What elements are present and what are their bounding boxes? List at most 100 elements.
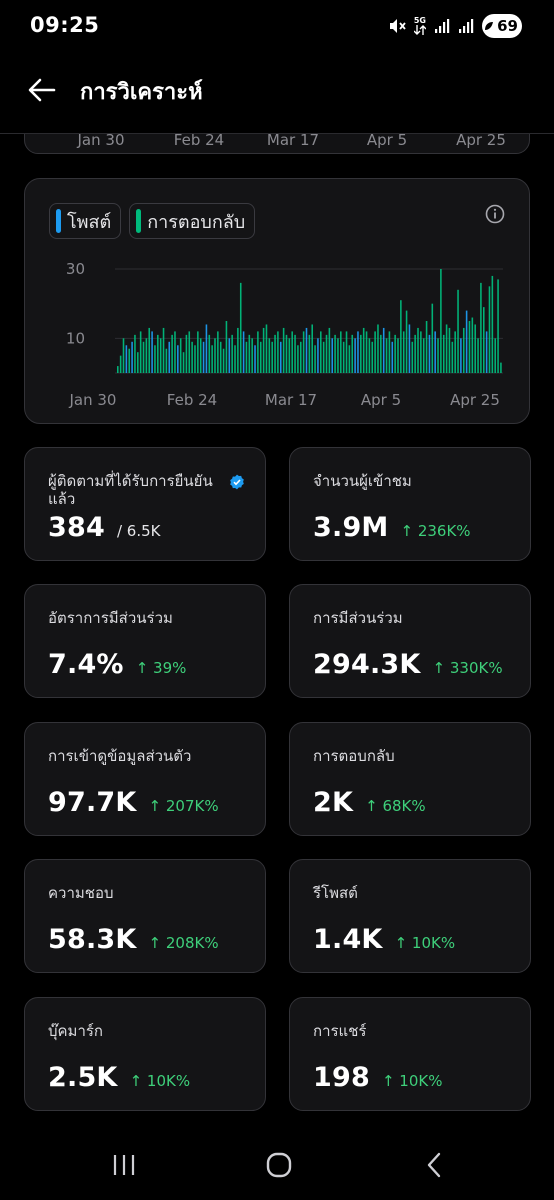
home-button[interactable]: [259, 1148, 299, 1182]
chart-bar: [500, 362, 502, 373]
legend-label: โพสต์: [67, 211, 112, 233]
chart-bar: [294, 334, 296, 373]
chart-bar: [191, 341, 193, 373]
chart-bar: [425, 321, 428, 373]
stat-card-shares[interactable]: การแชร์ 198 ↑ 10K%: [289, 997, 531, 1111]
chart-bar: [162, 327, 165, 373]
system-nav-bar: [0, 1130, 554, 1200]
chart-bar: [234, 345, 236, 373]
chart-bar: [371, 341, 374, 373]
chart-bar: [382, 327, 385, 373]
stat-card-reposts[interactable]: รีโพสต์ 1.4K ↑ 10K%: [289, 859, 531, 973]
chart-bar: [214, 338, 216, 373]
chart-bar: [374, 331, 376, 373]
stat-value-row: 7.4% ↑ 39%: [48, 649, 186, 680]
nav-back-button[interactable]: [414, 1148, 454, 1182]
stat-label: การมีส่วนร่วม: [313, 609, 403, 627]
chart-bar: [317, 338, 319, 373]
stat-change: ↑ 10K%: [129, 1072, 191, 1090]
chart-bar: [311, 324, 313, 373]
legend-label: การตอบกลับ: [147, 211, 246, 233]
chart-bar: [340, 331, 342, 373]
chart-bar: [245, 341, 248, 373]
chart-bar: [159, 338, 162, 373]
chart-bar: [119, 355, 122, 373]
chart-bar: [228, 338, 231, 373]
recent-apps-button[interactable]: [104, 1148, 144, 1182]
stat-change: ↑ 236K%: [400, 522, 471, 540]
chart-bar: [239, 282, 242, 373]
stat-value: 2.5K: [48, 1062, 118, 1093]
chart-bar: [402, 331, 405, 373]
chart-bar: [385, 338, 388, 373]
chart-bar: [365, 331, 368, 373]
chart-bar: [248, 334, 251, 373]
legend-item-posts[interactable]: โพสต์: [49, 203, 122, 239]
stat-card-verified-followers[interactable]: ผู้ติดตามที่ได้รับการยืนยันแล้ว 384 / 6.…: [24, 447, 266, 561]
chart-bar: [394, 334, 396, 373]
info-button[interactable]: [485, 204, 505, 224]
chart-bar: [405, 310, 408, 373]
stat-card-engagements[interactable]: การมีส่วนร่วม 294.3K ↑ 330K%: [289, 584, 531, 698]
stat-card-impressions[interactable]: จำนวนผู้เข้าชม 3.9M ↑ 236K%: [289, 447, 531, 561]
chart-bar: [451, 341, 454, 373]
chart-bar: [388, 331, 391, 373]
chart-bar: [457, 289, 459, 373]
chart-bar: [217, 331, 219, 373]
stat-change: ↑ 68K%: [365, 797, 426, 815]
stat-card-bookmarks[interactable]: บุ๊คมาร์ก 2.5K ↑ 10K%: [24, 997, 266, 1111]
chart-bar: [125, 345, 128, 373]
chart-bar: [285, 334, 288, 373]
stat-card-likes[interactable]: ความชอบ 58.3K ↑ 208K%: [24, 859, 266, 973]
chart-bar: [219, 341, 222, 373]
back-button[interactable]: [22, 70, 62, 110]
chart-bar: [428, 334, 431, 373]
chart-bar: [454, 331, 456, 373]
chart-bar: [188, 331, 191, 373]
previous-chart-clip: Jan 30 Feb 24 Mar 17 Apr 5 Apr 25: [0, 134, 554, 158]
chart-bar: [177, 345, 179, 373]
stat-change: ↑ 208K%: [148, 934, 219, 952]
chart-bar: [380, 334, 382, 373]
stat-card-replies[interactable]: การตอบกลับ 2K ↑ 68K%: [289, 722, 531, 836]
chart-bar: [331, 338, 334, 373]
chart-bar: [202, 341, 205, 373]
stat-value: 3.9M: [313, 512, 389, 543]
legend-item-replies[interactable]: การตอบกลับ: [129, 203, 256, 239]
chart-bar: [337, 338, 339, 373]
chart-bar: [362, 327, 365, 373]
chart-bar: [279, 341, 282, 373]
chart-bar: [420, 331, 422, 373]
chart-bar: [462, 327, 465, 373]
chart-bar: [308, 334, 311, 373]
chart-bar: [471, 317, 474, 373]
chart-bar: [465, 310, 468, 373]
chart-bar: [328, 327, 331, 373]
recent-apps-icon: [113, 1155, 135, 1175]
stat-card-profile-visits[interactable]: การเข้าดูข้อมูลส่วนตัว 97.7K ↑ 207K%: [24, 722, 266, 836]
x-tick-label: Apr 5: [361, 391, 401, 409]
activity-chart: 10 30 Jan 30 Feb 24 Mar 17 Apr 5 Apr 25: [66, 260, 503, 409]
stat-value-row: 97.7K ↑ 207K%: [48, 787, 219, 818]
stat-value-row: 1.4K ↑ 10K%: [313, 924, 455, 955]
chart-bar: [291, 331, 293, 373]
chart-bar: [422, 338, 425, 373]
stat-value-row: 384 / 6.5K: [48, 512, 160, 543]
chart-bar: [400, 300, 402, 373]
chart-bar: [148, 327, 151, 373]
chart-bar: [142, 341, 145, 373]
x-tick-label: Jan 30: [77, 134, 125, 149]
chart-bar: [211, 345, 213, 373]
chart-bar: [468, 321, 471, 373]
chart-bar: [179, 338, 182, 373]
arrow-left-icon: [28, 78, 56, 102]
stat-value: 198: [313, 1062, 370, 1093]
stat-card-engagement-rate[interactable]: อัตราการมีส่วนร่วม 7.4% ↑ 39%: [24, 584, 266, 698]
chart-bar: [197, 331, 199, 373]
stat-value: 2K: [313, 787, 354, 818]
chart-bar: [354, 338, 356, 373]
chart-bar: [397, 338, 399, 373]
chart-bar: [431, 303, 434, 373]
x-tick-label: Jan 30: [69, 391, 117, 409]
chart-bar: [157, 334, 159, 373]
